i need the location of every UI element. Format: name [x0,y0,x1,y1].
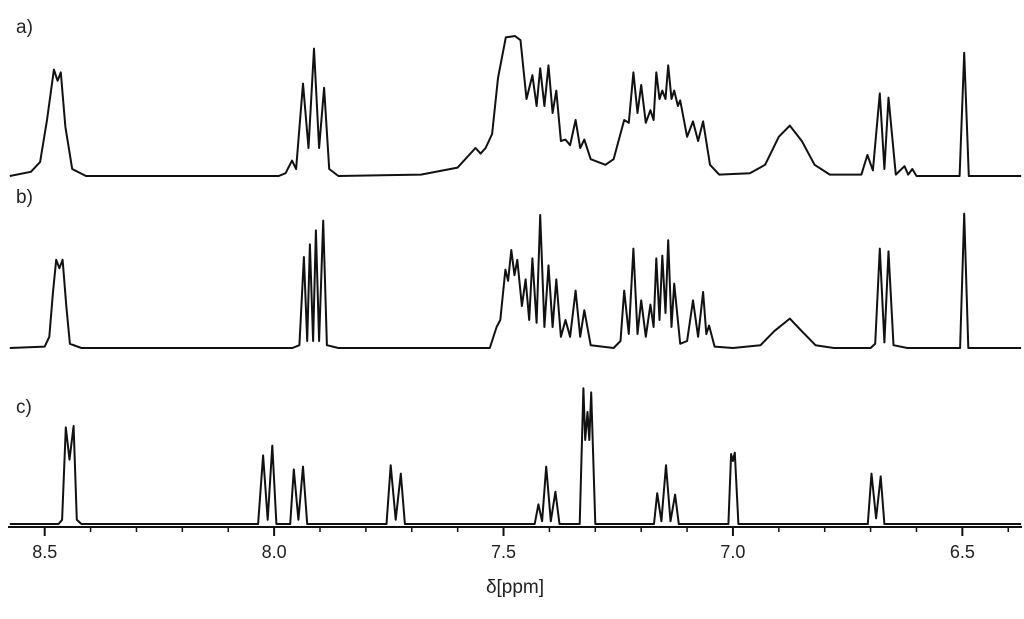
x-tick-label: 7.0 [720,542,745,562]
series-label: b) [16,187,33,208]
series-label: c) [16,397,32,418]
x-tick-label: 7.5 [491,542,516,562]
x-tick-label: 8.5 [32,542,57,562]
spectrum-line [9,212,1022,349]
spectrum-line [9,387,1022,525]
series-label: a) [16,17,33,38]
x-tick-label: 8.0 [262,542,287,562]
x-axis-label: δ[ppm] [486,577,544,598]
spectrum-line [9,35,1022,177]
x-tick-label: 6.5 [950,542,975,562]
